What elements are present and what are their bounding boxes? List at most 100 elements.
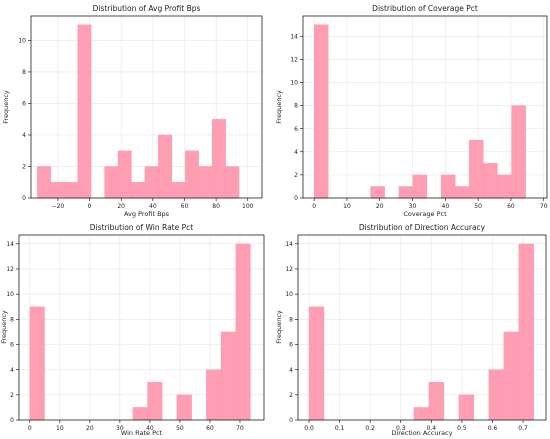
y-tick-label: 0 [289,417,293,424]
y-tick-label: 4 [22,132,26,139]
x-tick-label: 60 [181,203,189,210]
histogram-bar [132,407,148,421]
histogram-bar [37,166,51,199]
histogram-bar [440,174,456,199]
x-tick-label: 20 [86,425,94,432]
x-tick-label: 0.6 [488,425,498,432]
histogram-bar [212,119,226,199]
histogram-bar [503,331,519,421]
histogram-bar [77,24,92,199]
x-tick-label: −20 [52,203,65,210]
plot-frame [18,234,265,421]
x-tick-label: 10 [343,203,351,210]
histogram-bar [455,186,470,199]
chart-title: Distribution of Coverage Pct [372,4,478,13]
histogram-bar [511,105,526,199]
histogram-bar [469,140,484,199]
histogram-bar [458,394,474,421]
histogram-bar [483,163,498,199]
x-tick-label: 40 [442,203,450,210]
x-tick-label: 0.5 [457,425,467,432]
x-tick-label: 0.4 [427,425,437,432]
chart-svg: Distribution of Avg Profit Bps Avg Profi… [2,4,263,218]
histogram-bar [144,166,159,199]
histogram-bar [171,182,186,199]
x-tick-label: 0 [28,425,32,432]
histogram-bar [518,243,534,421]
y-tick-label: 8 [289,316,293,323]
x-tick-label: 20 [117,203,125,210]
y-tick-label: 14 [285,241,293,248]
histogram-bar [185,150,199,199]
chart-svg: Distribution of Win Rate Pct Win Rate Pc… [0,223,265,437]
chart-svg: Distribution of Direction Accuracy Direc… [275,223,547,437]
histogram-bar [398,186,414,199]
y-tick-label: 2 [289,392,293,399]
x-tick-label: 50 [474,203,482,210]
histogram-bar [497,174,512,199]
y-tick-label: 6 [10,342,14,349]
histogram-bar [117,150,132,199]
plot-frame [30,15,263,199]
y-axis-label: Frequency [275,310,283,344]
x-tick-label: 80 [212,203,220,210]
histogram-bar [50,182,65,199]
chart-panel-direction-accuracy: Distribution of Direction Accuracy Direc… [275,219,550,439]
histogram-bar [488,369,504,421]
x-tick-label: 0 [88,203,92,210]
x-tick-label: 100 [242,203,254,210]
histogram-bar [370,186,385,199]
y-tick-label: 0 [294,195,298,202]
y-tick-label: 4 [294,149,298,156]
x-tick-label: 10 [56,425,64,432]
x-tick-label: 0.1 [335,425,345,432]
y-axis-label: Frequency [0,310,8,344]
histogram-bar [104,166,119,199]
x-tick-label: 70 [236,425,244,432]
y-tick-label: 12 [290,56,298,63]
histogram-bar [176,394,192,421]
chart-panel-coverage: Distribution of Coverage Pct Coverage Pc… [275,0,550,220]
histogram-bar [147,382,163,421]
y-tick-label: 6 [294,126,298,133]
y-axis-label: Frequency [2,90,10,124]
histogram-bar [220,331,236,421]
histogram-bar [314,24,329,199]
histogram-bar [428,382,445,421]
y-tick-label: 6 [289,342,293,349]
y-tick-label: 10 [18,38,26,45]
y-tick-label: 4 [10,367,14,374]
y-tick-label: 14 [6,241,14,248]
histogram-bar [225,166,240,199]
x-tick-label: 60 [507,203,515,210]
y-tick-label: 0 [10,417,14,424]
y-tick-label: 10 [285,291,293,298]
x-tick-label: 30 [409,203,417,210]
chart-title: Distribution of Win Rate Pct [90,223,193,232]
x-tick-label: 0.7 [518,425,528,432]
y-tick-label: 4 [289,367,293,374]
chart-panel-avg-profit: Distribution of Avg Profit Bps Avg Profi… [0,0,275,220]
y-tick-label: 0 [22,195,26,202]
x-tick-label: 50 [176,425,184,432]
y-tick-label: 14 [290,33,298,40]
x-axis-label: Coverage Pct [403,210,447,218]
chart-svg: Distribution of Coverage Pct Coverage Pc… [275,4,548,218]
y-tick-label: 6 [22,101,26,108]
histogram-bar [413,407,430,421]
y-tick-label: 10 [290,80,298,87]
x-tick-label: 0.3 [396,425,406,432]
x-axis-label: Direction Accuracy [391,429,452,437]
histogram-bar [412,174,428,199]
y-tick-label: 12 [6,266,14,273]
histogram-bar [64,182,78,199]
histogram-bar [235,243,251,421]
histogram-bar [206,369,222,421]
x-tick-label: 40 [149,203,157,210]
chart-title: Distribution of Direction Accuracy [359,223,486,232]
x-axis-label: Avg Profit Bps [124,210,170,218]
y-tick-label: 2 [294,172,298,179]
histogram-bar [131,182,146,199]
plot-frame [302,15,548,199]
x-tick-label: 0.2 [365,425,375,432]
